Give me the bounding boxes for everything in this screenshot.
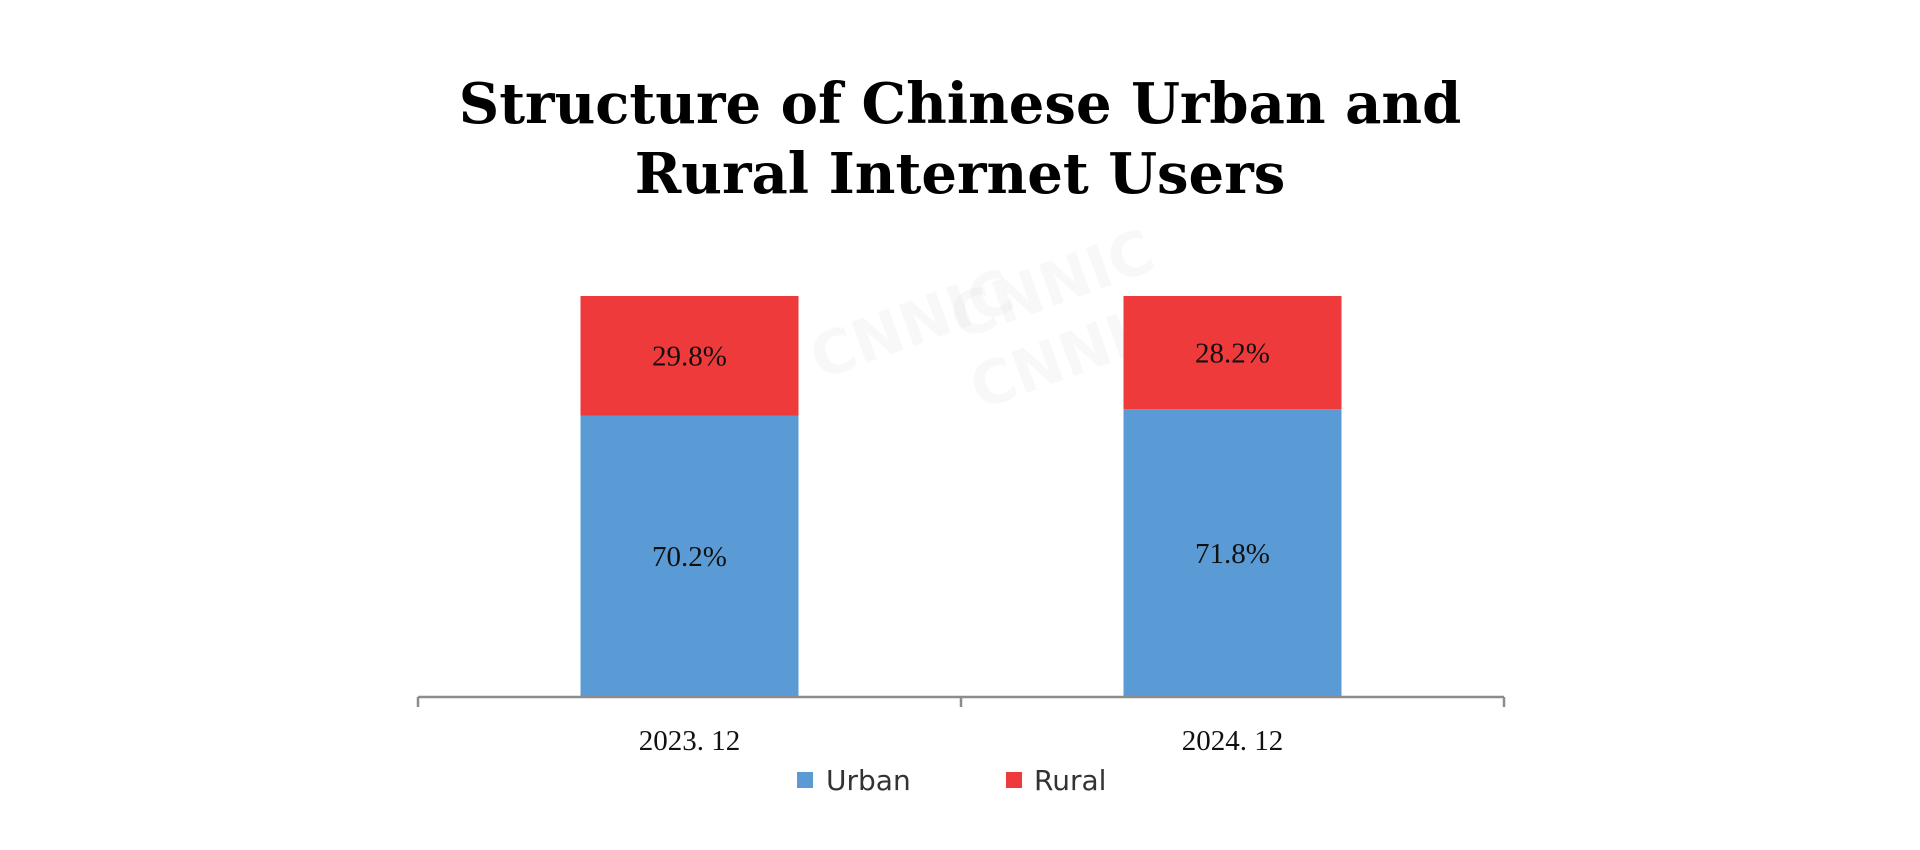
legend: Urban Rural [797, 764, 1106, 797]
data-label-rural-0: 29.8% [652, 341, 727, 373]
bar-urban-0 [580, 415, 799, 697]
x-tick-label-1: 2024. 12 [1182, 725, 1284, 757]
x-tick-labels: 2023. 12 2024. 12 [639, 725, 1284, 757]
bar-urban-1 [1123, 409, 1342, 697]
bar-rural-1 [1123, 296, 1342, 410]
bar-rural-0 [580, 296, 799, 416]
legend-label-urban: Urban [826, 764, 911, 797]
data-label-urban-1: 71.8% [1195, 538, 1270, 570]
data-label-group: 70.2% 29.8% 71.8% 28.2% [652, 338, 1270, 574]
legend-label-rural: Rural [1034, 764, 1106, 797]
chart-title-line-2: Rural Internet Users [635, 141, 1285, 207]
legend-swatch-rural [1006, 772, 1022, 788]
bar-group [580, 296, 1342, 697]
chart-title: Structure of Chinese Urban and Rural Int… [459, 71, 1461, 207]
x-tick-label-0: 2023. 12 [639, 725, 741, 757]
data-label-urban-0: 70.2% [652, 541, 727, 573]
data-label-rural-1: 28.2% [1195, 338, 1270, 370]
chart-title-line-1: Structure of Chinese Urban and [459, 71, 1461, 137]
x-axis [416, 695, 1506, 707]
legend-swatch-urban [797, 772, 813, 788]
